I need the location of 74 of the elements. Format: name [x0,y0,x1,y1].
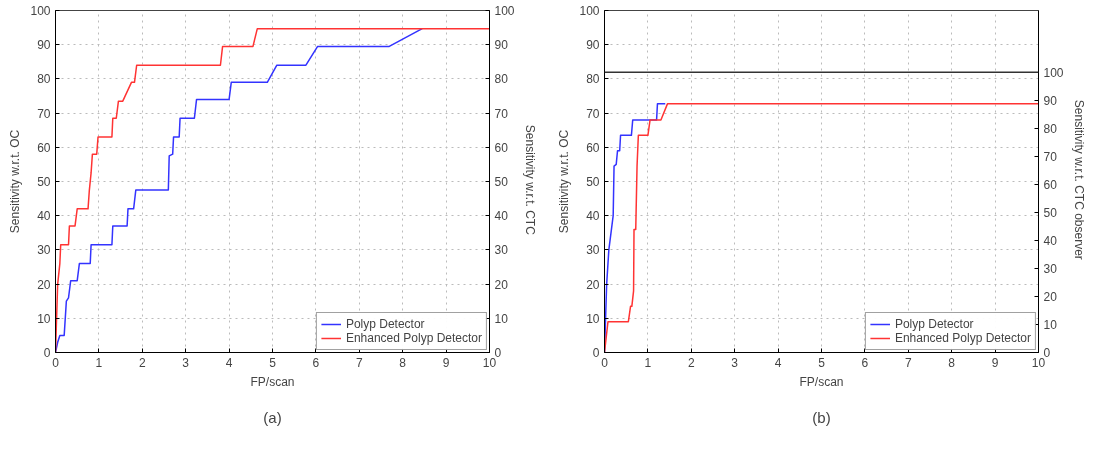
y2-tick-label: 40 [1043,233,1058,248]
y2-tick-label: 10 [494,311,509,326]
y2-tick-label: 70 [494,106,509,121]
x-tick-label: 8 [948,355,956,370]
y2-tick-label: 70 [1043,149,1058,164]
y2-tick-label: 50 [494,175,509,189]
y2-axis-title: Sensitivity w.r.t. CTC [522,124,537,236]
x-tick-label: 1 [95,355,103,370]
legend-label: Enhanced Polyp Detector [894,331,1031,345]
y-tick-label: 60 [586,140,600,155]
x-tick-label: 5 [269,355,277,370]
x-tick-label: 6 [861,355,869,370]
y-tick-label: 20 [37,277,51,292]
y-tick-label: 60 [37,140,51,155]
y-tick-label: 0 [592,346,600,360]
y2-tick-label: 80 [494,72,509,87]
y-axis-title: Sensitivity w.r.t. OC [8,129,23,234]
x-tick-label: 9 [991,355,999,370]
x-tick-label: 8 [399,355,407,370]
y2-tick-label: 0 [494,346,502,360]
y-tick-label: 100 [30,4,51,18]
x-tick-label: 3 [731,355,739,370]
x-axis-title: FP/scan [799,374,844,389]
y2-tick-label: 40 [494,209,509,224]
y2-tick-label: 20 [1043,289,1058,304]
y2-tick-label: 80 [1043,121,1058,136]
y2-tick-label: 90 [494,38,509,53]
text: (b) [812,408,831,426]
y-tick-label: 40 [37,209,51,224]
y2-tick-label: 50 [1043,205,1058,220]
legend-label: Enhanced Polyp Detector [345,331,482,345]
y2-tick-label: 60 [494,140,509,155]
x-tick-label: 2 [687,355,695,370]
y2-tick-label: 0 [1043,346,1051,360]
y-tick-label: 30 [37,243,51,258]
y-tick-label: 0 [43,346,51,360]
y-tick-label: 50 [37,175,51,189]
legend-label: Polyp Detector [894,317,974,331]
y-tick-label: 80 [37,72,51,87]
y-tick-label: 30 [586,243,600,258]
x-axis-title: FP/scan [250,374,295,389]
x-tick-label: 4 [225,355,233,370]
text: (a) [263,408,282,426]
y2-tick-label: 30 [494,243,509,258]
y-tick-label: 40 [586,209,600,224]
y-tick-label: 10 [37,311,51,326]
y2-tick-label: 90 [1043,93,1058,108]
x-tick-label: 3 [182,355,190,370]
y-tick-label: 80 [586,72,600,87]
y2-tick-label: 30 [1043,261,1058,276]
y-tick-label: 10 [586,311,600,326]
y2-tick-label: 10 [1043,317,1058,332]
y2-tick-label: 60 [1043,177,1058,192]
y-tick-label: 50 [586,175,600,189]
x-tick-label: 5 [818,355,826,370]
y-tick-label: 90 [586,38,600,53]
y-tick-label: 20 [586,277,600,292]
x-tick-label: 1 [644,355,652,370]
x-tick-label: 7 [904,355,912,370]
y2-tick-label: 100 [494,4,515,18]
y2-tick-label: 100 [1043,65,1064,80]
y-tick-label: 70 [37,106,51,121]
x-tick-label: 6 [312,355,320,370]
legend-label: Polyp Detector [345,317,425,331]
y-tick-label: 90 [37,38,51,53]
y-tick-label: 70 [586,106,600,121]
x-tick-label: 9 [442,355,450,370]
x-tick-label: 7 [355,355,363,370]
y2-tick-label: 20 [494,277,509,292]
x-tick-label: 4 [774,355,782,370]
y-axis-title: Sensitivity w.r.t. OC [557,129,572,234]
y2-axis-title: Sensitivity w.r.t. CTC observer [1071,99,1086,260]
y-tick-label: 100 [579,4,600,18]
x-tick-label: 2 [138,355,146,370]
